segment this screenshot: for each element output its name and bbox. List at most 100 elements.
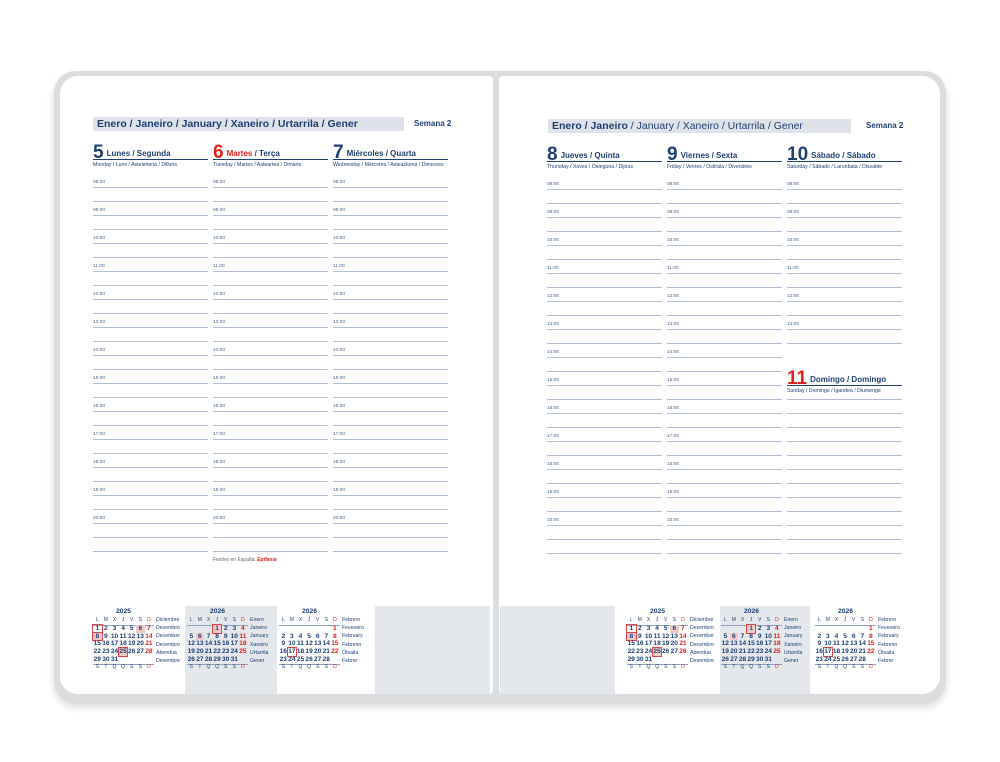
- calendar-day: 16: [102, 640, 110, 648]
- writing-line: [547, 497, 662, 498]
- writing-line: [333, 439, 448, 440]
- calendar-day: 17: [110, 640, 119, 648]
- weekday-footer: T: [732, 663, 736, 670]
- writing-line: [787, 231, 902, 232]
- writing-line: [787, 329, 902, 330]
- weekday-footer: D: [333, 663, 337, 670]
- writing-line: [213, 229, 328, 230]
- writing-line: [213, 439, 328, 440]
- calendar-day: 17: [644, 640, 653, 648]
- month-name-translations: / January / Xaneiro / Urtarrila / Gener: [627, 120, 803, 132]
- calendar-day: 14: [204, 640, 213, 648]
- weekday-header: D: [147, 617, 151, 623]
- hour-label: 20:00: [547, 518, 560, 523]
- weekday-footer: Q: [215, 663, 220, 670]
- calendar-day: 21: [322, 648, 330, 656]
- weekday-header: J: [121, 617, 125, 623]
- calendar-day: 3: [112, 624, 117, 632]
- day-name-translation: / Quarta: [383, 149, 416, 158]
- month-header-band: Enero / Janeiro / January / Xaneiro / Ur…: [93, 117, 404, 131]
- writing-line: [547, 371, 662, 372]
- calendar-day: 3: [290, 632, 294, 640]
- hour-label: 19:00: [333, 488, 346, 493]
- holiday-note: Festivo en España: Epifanía: [213, 557, 277, 563]
- calendar-day: 26: [841, 656, 849, 663]
- calendar-day: 28: [738, 656, 747, 663]
- month-name-label: Dezembro: [156, 625, 180, 632]
- writing-line: [547, 301, 662, 302]
- writing-line: [667, 483, 782, 484]
- calendar-day: 6: [851, 632, 856, 640]
- weekday-footer: S: [130, 663, 134, 670]
- writing-line: [787, 483, 902, 484]
- calendar-day: 8: [92, 631, 103, 642]
- weekday-header: V: [224, 617, 228, 623]
- day-name-languages: Thursday / Xoves / Osteguna / Dijous: [547, 164, 633, 170]
- writing-line: [213, 369, 328, 370]
- calendar-day: 11: [239, 632, 247, 640]
- calendar-day: 8: [215, 632, 219, 640]
- calendar-day: 18: [296, 648, 305, 656]
- calendar-day: 3: [766, 624, 771, 632]
- calendar-day: 31: [110, 656, 119, 663]
- calendar-day: 21: [679, 640, 687, 648]
- hour-label: 14:00: [547, 350, 560, 355]
- writing-line: [547, 553, 662, 554]
- hour-label: 09:00: [333, 208, 346, 213]
- weekday-header: L: [629, 617, 633, 623]
- hour-label: 11:00: [547, 266, 559, 271]
- weekday-footer: S: [817, 663, 821, 670]
- month-name-label: Otsaila: [342, 649, 359, 656]
- month-name-label: Diciembre: [156, 617, 180, 623]
- writing-line: [93, 257, 208, 258]
- writing-line: [93, 439, 208, 440]
- day-column: 7 Miércoles / Quarta Wednesday / Mércores …: [333, 142, 448, 552]
- weekday-footer: S: [723, 663, 727, 670]
- day-column: 6 Martes / Terça Tuesday / Martes / Astear…: [213, 143, 328, 552]
- calendar-day: 2: [104, 624, 108, 632]
- calendar-day: 8: [869, 632, 873, 640]
- calendar-day: 10: [644, 632, 653, 640]
- writing-line: [93, 383, 208, 384]
- month-name-label: Enero: [784, 617, 798, 623]
- hour-label: 10:00: [667, 238, 680, 243]
- day-name-languages: Tuesday / Martes / Asteartea / Dimarts: [213, 162, 302, 168]
- calendar-day: 6: [195, 632, 205, 641]
- writing-line: [547, 287, 662, 288]
- calendar-day: 4: [834, 632, 839, 640]
- day-number: 7: [333, 142, 344, 163]
- writing-line: [333, 397, 448, 398]
- writing-line: [93, 495, 208, 496]
- writing-line: [667, 525, 782, 526]
- calendar-day: 31: [230, 656, 238, 663]
- calendar-day: 11: [832, 640, 840, 648]
- calendar-day: 24: [230, 648, 238, 656]
- writing-line: [213, 257, 328, 258]
- day-header: 8 Jueves / Quinta: [547, 145, 662, 164]
- hour-label: 13:00: [667, 322, 680, 327]
- calendar-day: 12: [187, 640, 195, 648]
- month-name-label: Febreiro: [342, 641, 362, 648]
- weekday-header: V: [664, 617, 668, 623]
- calendar-day: 6: [670, 624, 679, 633]
- month-name-label: Desembre: [156, 658, 180, 664]
- weekday-footer: T: [104, 663, 108, 670]
- month-name-label: January: [784, 633, 803, 640]
- writing-line: [787, 427, 902, 428]
- writing-line: [93, 425, 208, 426]
- calendar-day: 14: [322, 640, 330, 648]
- calendar-day: 19: [128, 640, 136, 648]
- writing-line: [667, 287, 782, 288]
- hour-label: 10:00: [787, 238, 800, 243]
- week-number: Semana 2: [866, 121, 904, 130]
- writing-line: [547, 273, 662, 274]
- calendar-day: 11: [653, 632, 661, 640]
- weekday-header: S: [324, 617, 328, 623]
- calendar-day: 28: [858, 656, 866, 663]
- weekday-header: M: [103, 617, 108, 623]
- calendar-day: 4: [298, 632, 303, 640]
- month-name-label: Fevereiro: [878, 625, 900, 632]
- calendar-day: 27: [196, 656, 204, 663]
- calendar-day: 15: [627, 640, 635, 648]
- weekday-header: J: [655, 617, 659, 623]
